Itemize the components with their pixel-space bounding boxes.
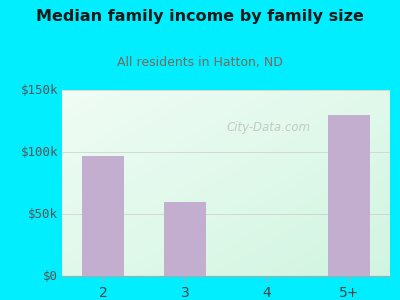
Text: City-Data.com: City-Data.com — [226, 121, 311, 134]
Text: $50k: $50k — [28, 208, 58, 220]
Text: $150k: $150k — [20, 83, 58, 97]
Text: $0: $0 — [43, 269, 58, 283]
Bar — [328, 115, 370, 276]
Text: Median family income by family size: Median family income by family size — [36, 9, 364, 24]
Text: All residents in Hatton, ND: All residents in Hatton, ND — [117, 56, 283, 68]
Text: $100k: $100k — [20, 146, 58, 158]
Bar — [164, 202, 206, 276]
Bar — [82, 156, 124, 276]
